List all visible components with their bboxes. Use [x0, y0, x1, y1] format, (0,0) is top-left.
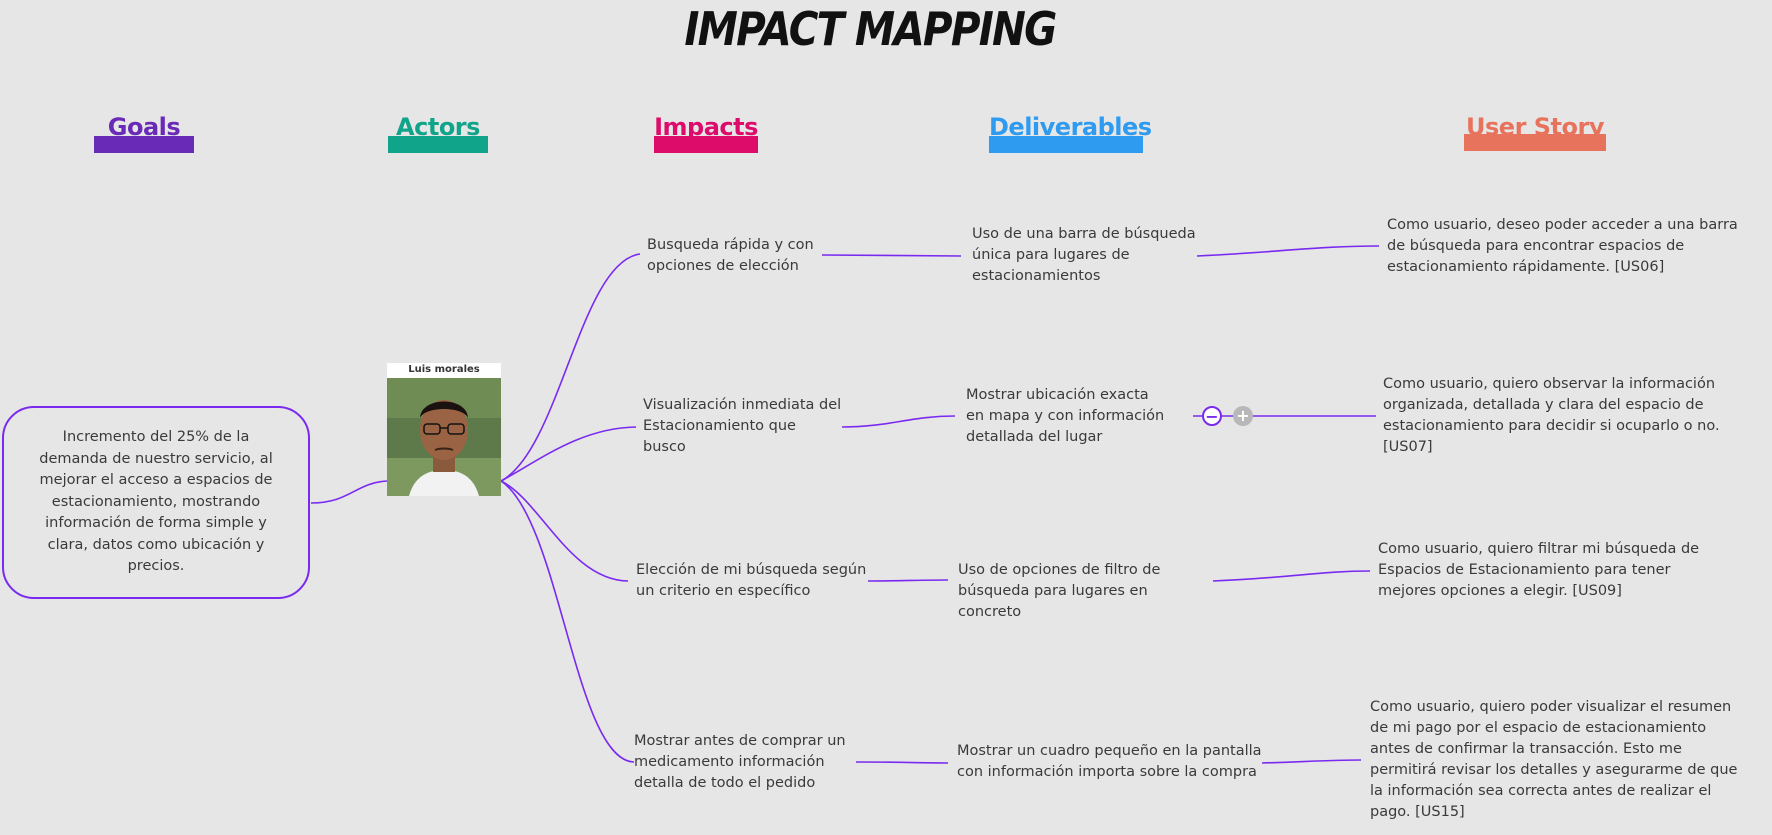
connector-impact-deliverable-2	[841, 415, 956, 428]
plus-circle-icon[interactable]: +	[1233, 406, 1253, 426]
connector-impact-deliverable-4	[855, 761, 949, 764]
connector-actor-impact-1	[500, 253, 641, 482]
header-bar	[388, 136, 488, 153]
connector-deliverable-story-4	[1261, 759, 1362, 764]
connector-actor-impact-2	[500, 426, 637, 482]
header-bar	[654, 136, 758, 153]
connector-goal-actor	[310, 480, 388, 504]
header-actors: Actors Who?	[388, 112, 488, 153]
header-sub: What?	[1046, 139, 1086, 152]
header-bar	[1464, 134, 1606, 151]
header-label: Goals	[107, 113, 181, 141]
header-sub: Why?	[127, 139, 161, 152]
connector-deliverable-story-1	[1196, 245, 1380, 257]
header-label: User Story	[1466, 113, 1604, 141]
story-node-3[interactable]: Como usuario, quiero filtrar mi búsqueda…	[1378, 541, 1700, 599]
header-sub: How?	[689, 139, 723, 152]
actor-node[interactable]: Luis morales	[387, 363, 501, 496]
deliverable-node-4[interactable]: Mostrar un cuadro pequeño en la pantalla…	[957, 743, 1262, 780]
impact-node-3[interactable]: Elección de mi búsqueda según un criteri…	[636, 562, 867, 599]
header-sub: Who?	[421, 139, 455, 152]
minus-circle-icon[interactable]: −	[1202, 406, 1222, 426]
connector-actor-impact-3	[500, 480, 629, 582]
header-user-story: User Story	[1464, 112, 1606, 151]
goal-text: Incremento del 25% de la demanda de nues…	[39, 429, 273, 575]
connector-impact-deliverable-1	[821, 254, 962, 257]
story-node-1[interactable]: Como usuario, deseo poder acceder a una …	[1387, 217, 1738, 275]
header-impacts: Impacts How?	[654, 112, 758, 153]
connector-deliverable-story-3	[1212, 570, 1371, 582]
deliverable-node-1[interactable]: Uso de una barra de búsqueda única para …	[972, 226, 1196, 284]
story-node-4[interactable]: Como usuario, quiero poder visualizar el…	[1370, 699, 1738, 820]
header-bar	[94, 136, 194, 153]
header-bar	[989, 136, 1143, 153]
impact-node-1[interactable]: Busqueda rápida y con opciones de elecci…	[647, 237, 814, 274]
story-node-2[interactable]: Como usuario, quiero observar la informa…	[1383, 376, 1720, 455]
header-label: Impacts	[654, 113, 758, 141]
impact-node-2[interactable]: Visualización inmediata del Estacionamie…	[643, 397, 842, 455]
header-deliverables: Deliverables What?	[989, 112, 1152, 153]
header-label: Actors	[396, 113, 480, 141]
actor-name: Luis morales	[408, 364, 480, 375]
header-goals: Goals Why?	[94, 112, 194, 153]
deliverable-node-3[interactable]: Uso de opciones de filtro de búsqueda pa…	[958, 562, 1161, 620]
impact-node-4[interactable]: Mostrar antes de comprar un medicamento …	[634, 733, 846, 791]
connector-impact-deliverable-3	[867, 579, 949, 582]
goal-node[interactable]: Incremento del 25% de la demanda de nues…	[2, 406, 310, 599]
actor-photo	[387, 378, 501, 496]
connector-actor-impact-4	[500, 480, 635, 763]
header-label: Deliverables	[989, 113, 1152, 141]
page-title: IMPACT MAPPING	[684, 2, 1057, 56]
deliverable-node-2[interactable]: Mostrar ubicación exacta en mapa y con i…	[966, 387, 1165, 445]
